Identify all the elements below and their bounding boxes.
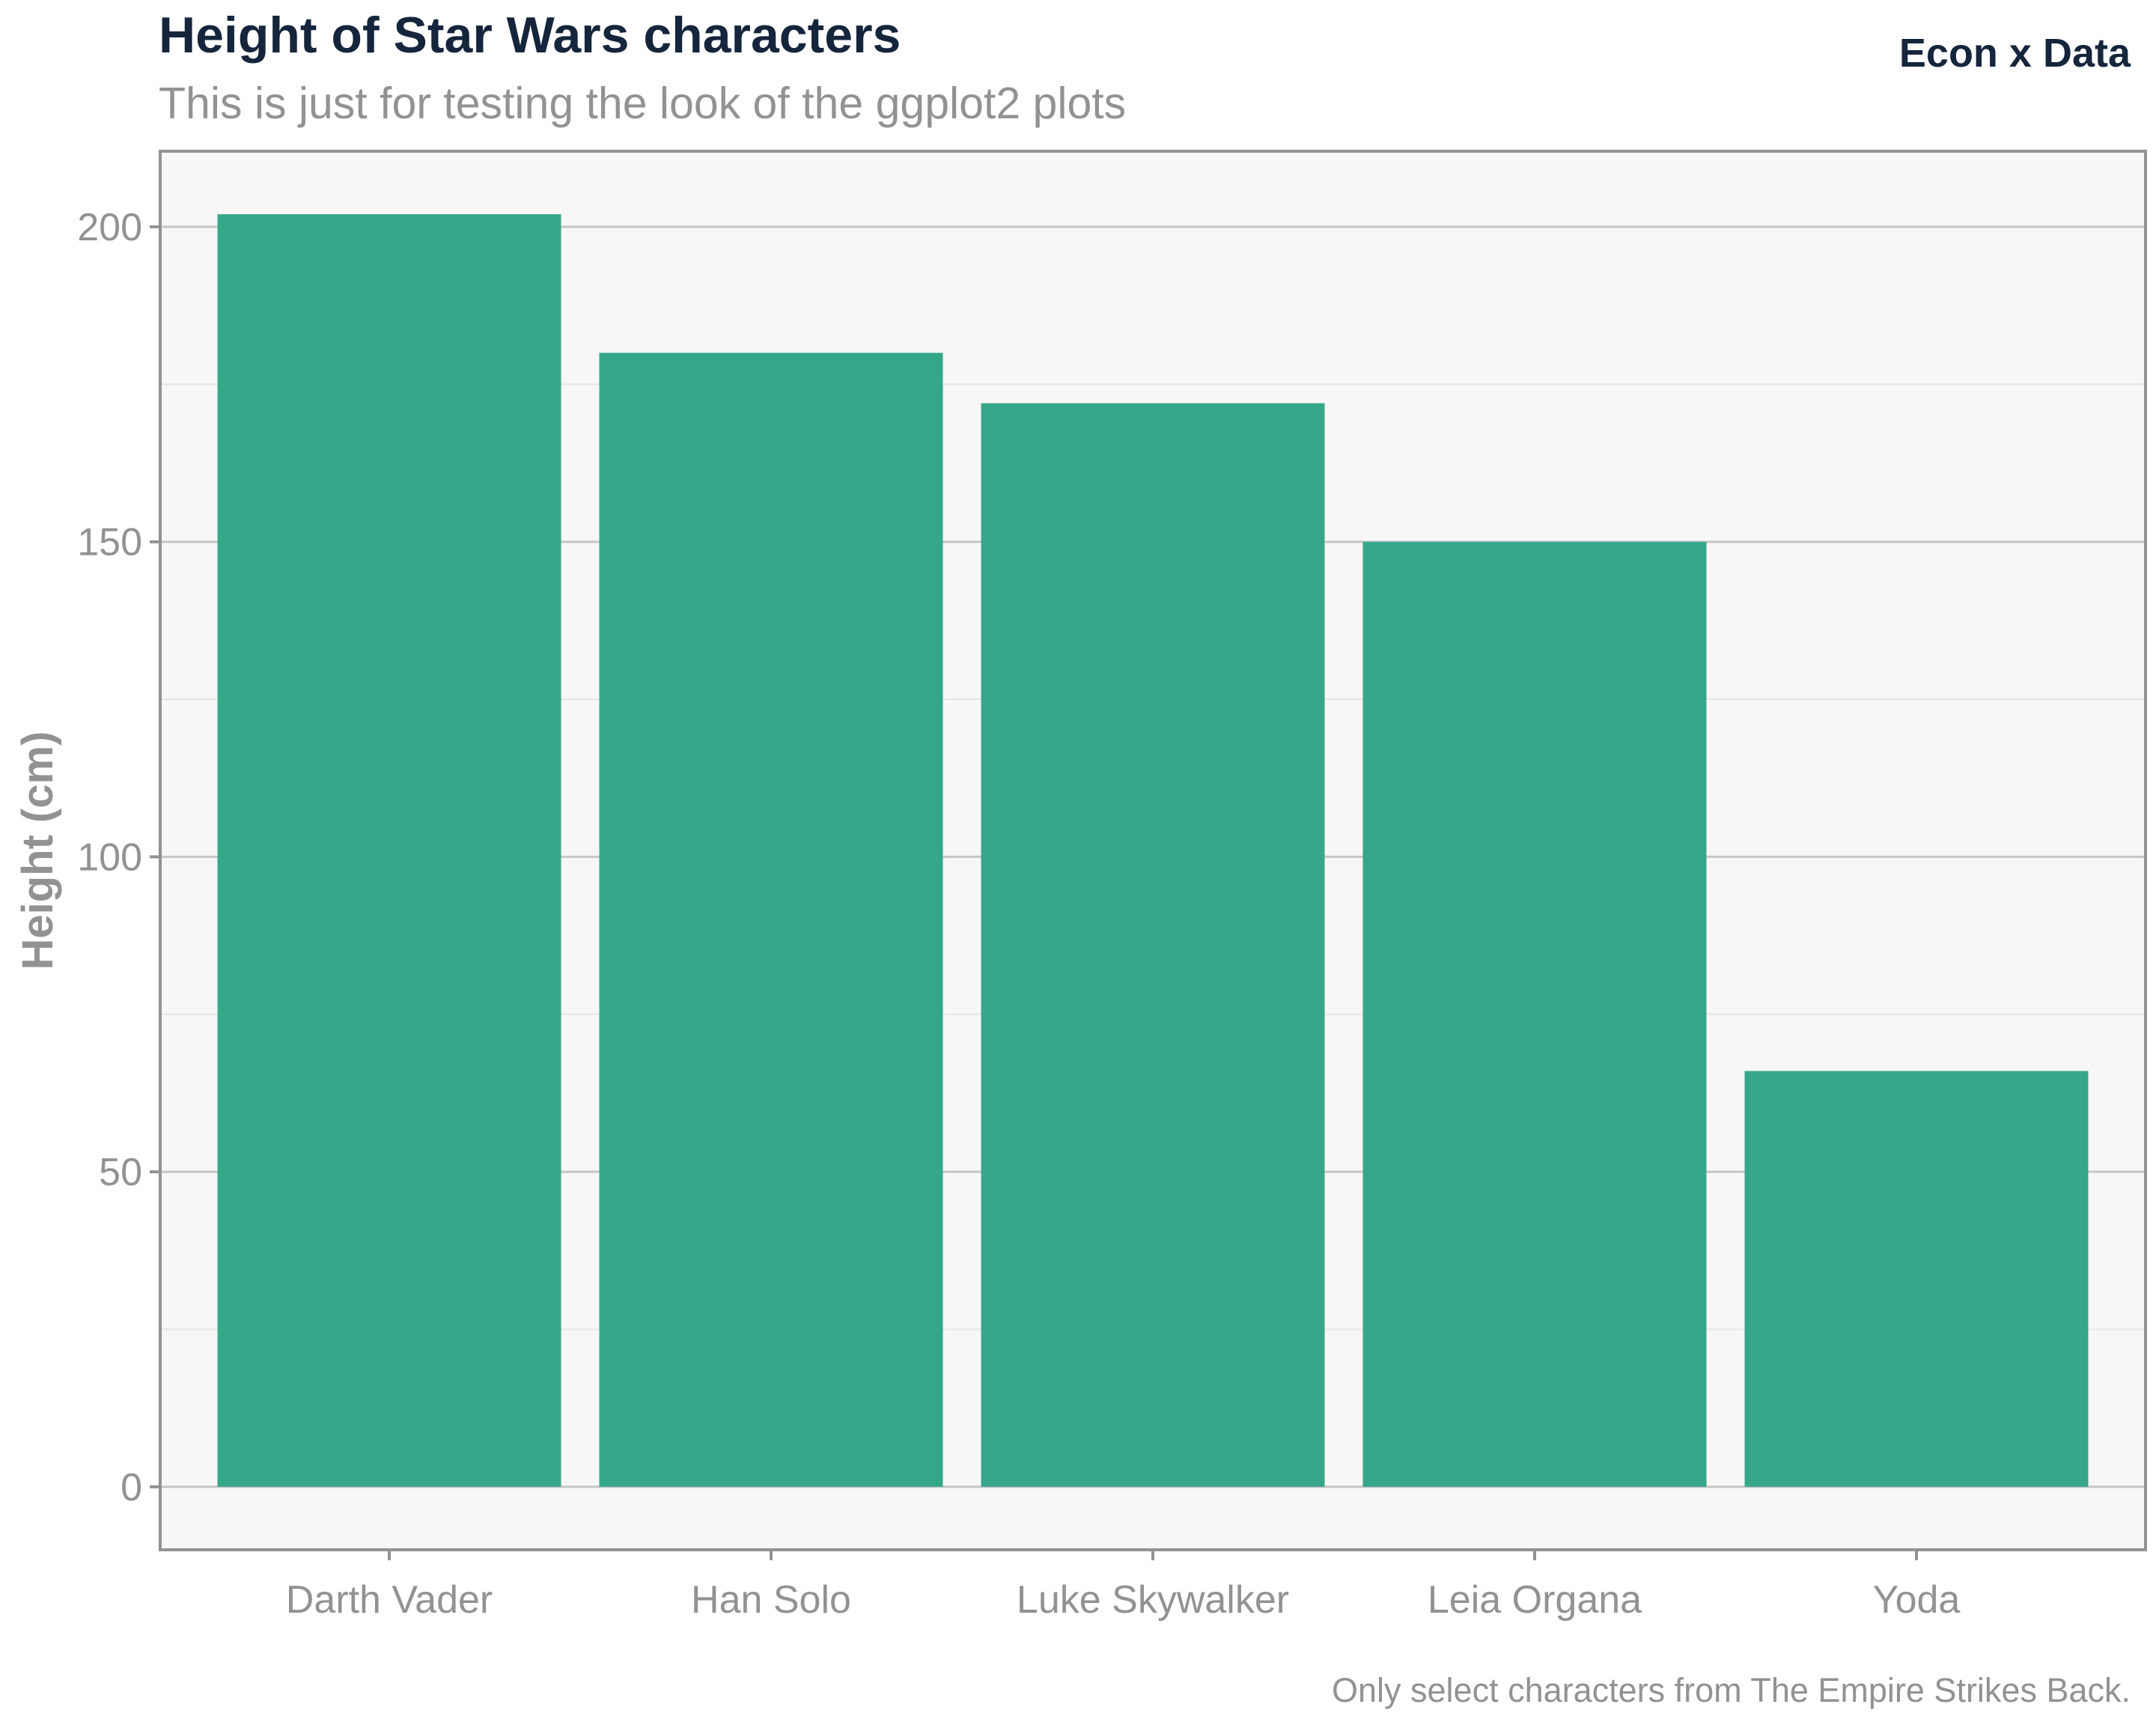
bars	[217, 214, 2089, 1487]
brand-label: Econ x Data	[1898, 31, 2131, 76]
bar-luke-skywalker	[981, 403, 1325, 1487]
y-tick-label: 50	[99, 1151, 142, 1194]
chart-subtitle: This is just for testing the look of the…	[159, 79, 1127, 128]
y-tick-label: 200	[77, 206, 142, 249]
y-tick-label: 150	[77, 521, 142, 565]
x-tick-label: Leia Organa	[1428, 1578, 1642, 1622]
x-axis: Darth Vader Han Solo Luke Skywalker Leia Or…	[286, 1550, 1961, 1622]
x-tick-label: Yoda	[1873, 1578, 1961, 1622]
chart-caption: Only select characters from The Empire S…	[1331, 1671, 2131, 1709]
bar-leia-organa	[1362, 541, 1707, 1487]
chart-title: Height of Star Wars characters	[159, 7, 901, 64]
y-axis-title: Height (cm)	[13, 731, 62, 970]
y-axis: 0 50 100 150 200	[77, 206, 160, 1509]
bar-darth-vader	[217, 214, 561, 1487]
y-tick-label: 0	[121, 1466, 142, 1509]
x-tick-label: Luke Skywalker	[1017, 1578, 1289, 1622]
bar-han-solo	[599, 353, 943, 1487]
bar-yoda	[1744, 1071, 2089, 1487]
y-tick-label: 100	[77, 836, 142, 879]
x-tick-label: Han Solo	[691, 1578, 851, 1622]
x-tick-label: Darth Vader	[286, 1578, 493, 1622]
